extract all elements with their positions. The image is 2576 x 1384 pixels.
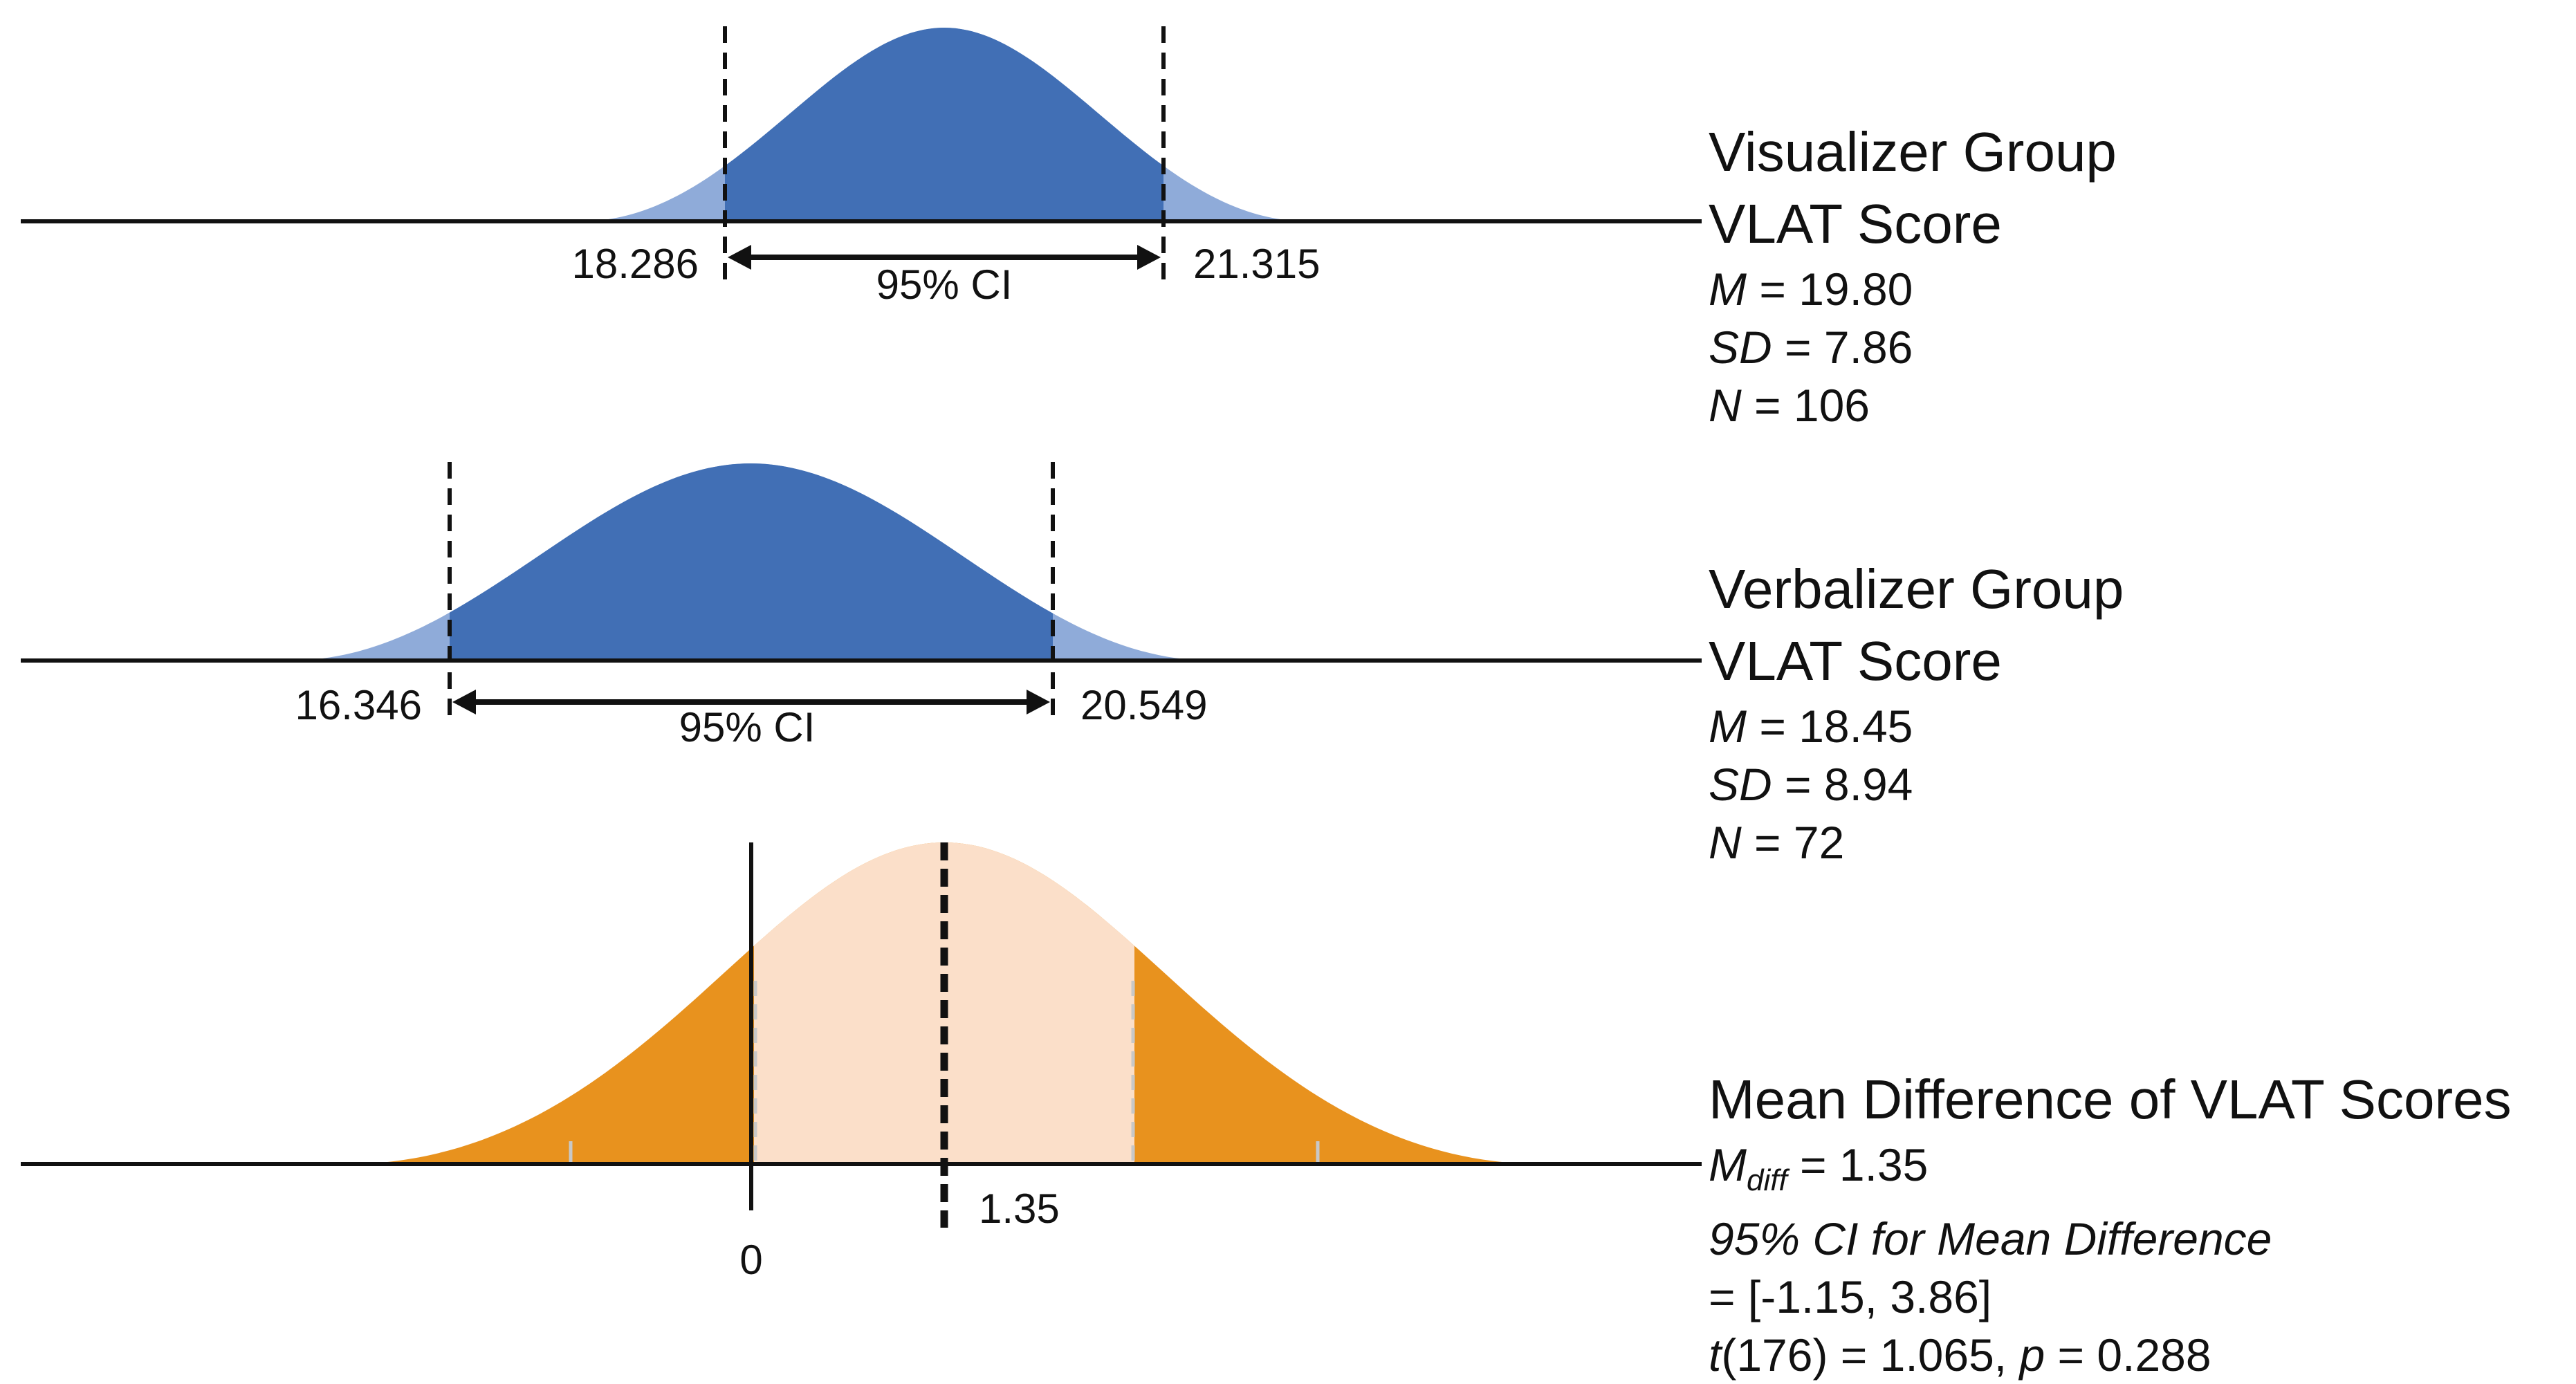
visualizer-n: N = 106	[1709, 380, 1870, 431]
visualizer-curve-ci	[725, 28, 1163, 221]
difference-stats: Mean Difference of VLAT Scores Mdiff = 1…	[1709, 1064, 2512, 1384]
verbalizer-mean: M = 18.45	[1709, 701, 1913, 752]
verbalizer-stats: Verbalizer Group VLAT Score M = 18.45 SD…	[1709, 553, 2124, 871]
visualizer-ci-arrow	[728, 245, 1161, 270]
verbalizer-curve-ci	[450, 463, 1053, 661]
verbalizer-panel: 16.346 20.549 95% CI	[21, 462, 1702, 750]
difference-ci-heading: 95% CI for Mean Difference	[1709, 1213, 2272, 1264]
verbalizer-sd: SD = 8.94	[1709, 759, 1913, 810]
visualizer-ci-low-label: 18.286	[571, 241, 699, 287]
visualizer-mean: M = 19.80	[1709, 264, 1913, 315]
visualizer-sd: SD = 7.86	[1709, 322, 1913, 373]
difference-mean-label: 1.35	[979, 1185, 1060, 1232]
difference-mean-stat: Mdiff = 1.35	[1709, 1139, 1929, 1197]
difference-title: Mean Difference of VLAT Scores	[1709, 1069, 2512, 1130]
verbalizer-n: N = 72	[1709, 817, 1845, 868]
verbalizer-title: Verbalizer Group	[1709, 558, 2124, 620]
visualizer-ci-high-label: 21.315	[1193, 241, 1321, 287]
visualizer-stats: Visualizer Group VLAT Score M = 19.80 SD…	[1709, 116, 2117, 434]
difference-zero-label: 0	[739, 1237, 762, 1283]
verbalizer-ci-high-label: 20.549	[1080, 682, 1208, 728]
difference-panel: 0 1.35	[21, 842, 1702, 1283]
verbalizer-ci-arrow	[452, 690, 1050, 714]
verbalizer-ci-low-label: 16.346	[295, 682, 422, 728]
visualizer-panel: 18.286 21.315 95% CI	[21, 26, 1702, 308]
visualizer-title: Visualizer Group	[1709, 121, 2117, 183]
difference-ci-value: = [-1.15, 3.86]	[1709, 1271, 1992, 1322]
verbalizer-ci-caption: 95% CI	[679, 704, 816, 750]
visualizer-subtitle: VLAT Score	[1709, 193, 2002, 255]
visualizer-ci-caption: 95% CI	[876, 261, 1013, 308]
difference-t-test: t(176) = 1.065, p = 0.288	[1709, 1329, 2211, 1381]
verbalizer-subtitle: VLAT Score	[1709, 630, 2002, 692]
